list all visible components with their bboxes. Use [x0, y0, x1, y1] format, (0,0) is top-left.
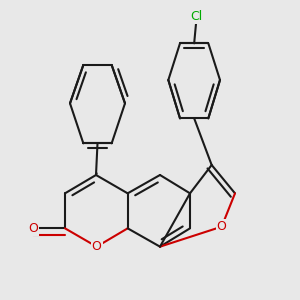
- Text: O: O: [28, 222, 38, 235]
- Text: O: O: [217, 220, 226, 233]
- Text: Cl: Cl: [190, 10, 203, 23]
- Text: O: O: [92, 240, 102, 253]
